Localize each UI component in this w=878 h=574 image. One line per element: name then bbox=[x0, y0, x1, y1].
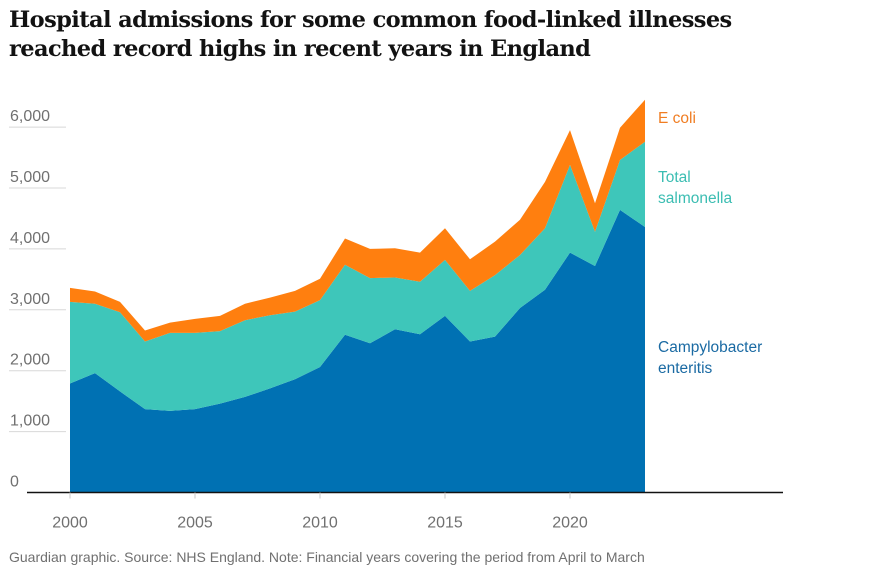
y-tick-label: 0 bbox=[10, 474, 19, 491]
chart-title: Hospital admissions for some common food… bbox=[9, 6, 869, 64]
series-label-campylobacter-enteritis: enteritis bbox=[658, 360, 713, 377]
area-e-coli bbox=[70, 99, 645, 342]
x-tick-label: 2015 bbox=[427, 515, 463, 532]
y-axis-tick-labels: 0 1,000 2,000 3,000 4,000 5,000 6,000 bbox=[10, 108, 50, 490]
x-axis-ticks: 2000 2005 2010 2015 2020 bbox=[52, 492, 588, 532]
x-tick-label: 2010 bbox=[302, 515, 338, 532]
source-note: Guardian graphic. Source: NHS England. N… bbox=[9, 549, 645, 565]
y-tick-label: 1,000 bbox=[10, 413, 50, 430]
series-label-total-salmonella: Total bbox=[658, 169, 691, 186]
y-tick-label: 2,000 bbox=[10, 352, 50, 369]
x-tick-label: 2005 bbox=[177, 515, 213, 532]
area-total-salmonella bbox=[70, 141, 645, 411]
chart-title-line-1: Hospital admissions for some common food… bbox=[9, 7, 732, 33]
series-labels: Campylobacter enteritis Total salmonella E c… bbox=[658, 110, 762, 377]
y-tick-label: 4,000 bbox=[10, 230, 50, 247]
y-tick-label: 6,000 bbox=[10, 108, 50, 125]
y-tick-label: 3,000 bbox=[10, 291, 50, 308]
chart-title-line-2: reached record highs in recent years in … bbox=[9, 36, 591, 62]
area-campylobacter-enteritis bbox=[70, 209, 645, 493]
series-label-total-salmonella: salmonella bbox=[658, 190, 732, 207]
series-label-e-coli: E coli bbox=[658, 110, 696, 127]
stacked-areas bbox=[70, 99, 645, 493]
y-tick-label: 5,000 bbox=[10, 169, 50, 186]
y-gridlines bbox=[9, 126, 66, 433]
x-tick-label: 2020 bbox=[552, 515, 588, 532]
series-label-campylobacter-enteritis: Campylobacter bbox=[658, 339, 762, 356]
x-tick-label: 2000 bbox=[52, 515, 88, 532]
